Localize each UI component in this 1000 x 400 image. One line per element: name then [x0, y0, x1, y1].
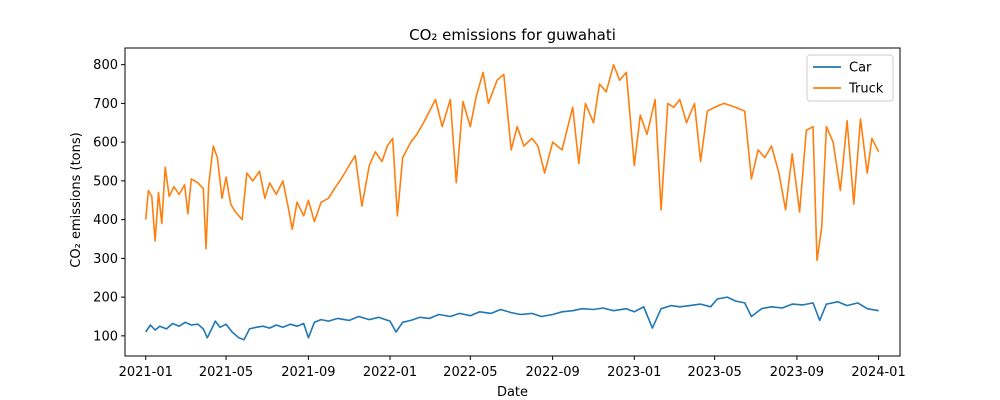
y-axis-ticks: 100 200 300 400 500 600 700 800: [93, 58, 125, 344]
x-tick-label: 2024-01: [851, 365, 905, 380]
x-tick-label: 2022-01: [363, 365, 417, 380]
legend: Car Truck: [806, 54, 894, 102]
x-tick-label: 2022-09: [525, 365, 579, 380]
x-axis-ticks: 2021-01 2021-05 2021-09 2022-01 2022-05 2022-…: [119, 356, 906, 380]
x-tick-label: 2021-09: [281, 365, 335, 380]
y-tick-label: 200: [93, 291, 118, 306]
legend-label-car: Car: [849, 61, 872, 76]
plot-frame: [124, 47, 901, 357]
legend-label-truck: Truck: [848, 82, 884, 97]
y-tick-label: 600: [93, 136, 118, 151]
y-tick-label: 300: [93, 252, 118, 267]
x-tick-label: 2023-01: [607, 365, 661, 380]
chart-title: CO₂ emissions for guwahati: [409, 26, 616, 44]
y-tick-label: 500: [93, 174, 118, 189]
y-tick-label: 800: [93, 58, 118, 73]
x-tick-label: 2023-09: [770, 365, 824, 380]
y-tick-label: 400: [93, 213, 118, 228]
x-tick-label: 2023-05: [687, 365, 741, 380]
series-line-truck: [144, 63, 880, 262]
series-line-car: [145, 296, 879, 341]
x-tick-label: 2022-05: [443, 365, 497, 380]
y-tick-label: 100: [93, 329, 118, 344]
series-layer: [144, 63, 880, 341]
x-tick-label: 2021-01: [119, 365, 173, 380]
y-axis-label: CO₂ emissions (tons): [69, 132, 84, 267]
x-tick-label: 2021-05: [199, 365, 253, 380]
y-tick-label: 700: [93, 97, 118, 112]
x-axis-label: Date: [497, 385, 528, 400]
